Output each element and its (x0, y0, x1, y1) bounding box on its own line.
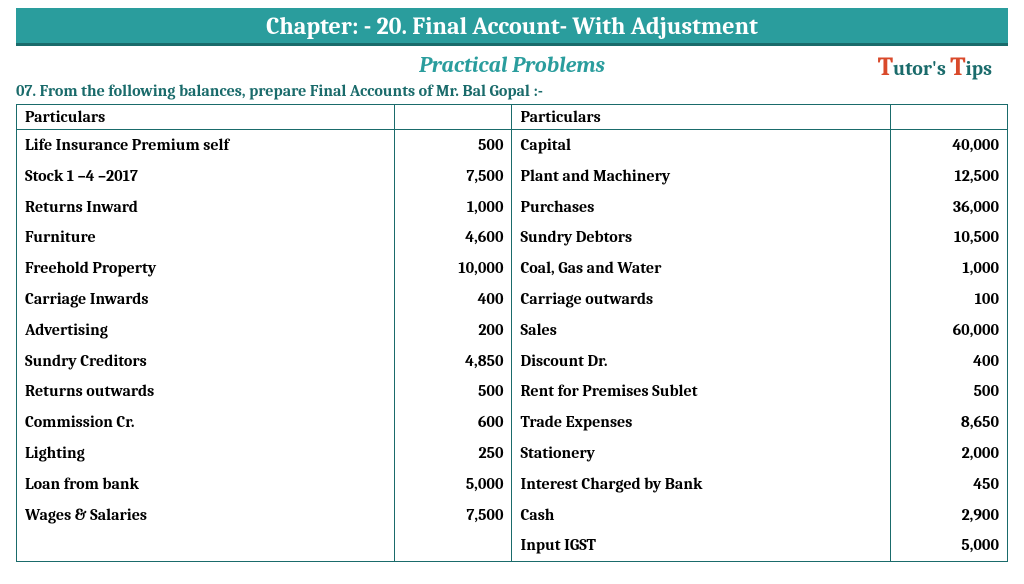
page-subtitle: Practical Problems (419, 52, 605, 78)
cell-left-amount: 250 (395, 438, 512, 469)
table-row: Loan from bank5,000Interest Charged by B… (17, 469, 1008, 500)
cell-right-amount: 8,650 (890, 407, 1007, 438)
chapter-title: Chapter: - 20. Final Account- With Adjus… (266, 12, 758, 40)
cell-left-particulars: Freehold Property (17, 253, 395, 284)
table-row: Wages & Salaries7,500Cash2,900 (17, 500, 1008, 531)
cell-left-amount: 500 (395, 376, 512, 407)
table-row: Furniture4,600Sundry Debtors10,500 (17, 222, 1008, 253)
cell-right-particulars: Discount Dr. (512, 346, 890, 377)
cell-left-particulars: Advertising (17, 315, 395, 346)
cell-right-amount: 12,500 (890, 161, 1007, 192)
cell-right-amount: 60,000 (890, 315, 1007, 346)
logo-text-utors: utor's (893, 57, 950, 80)
cell-right-particulars: Sales (512, 315, 890, 346)
table-row: Returns Inward1,000Purchases36,000 (17, 192, 1008, 223)
table-row: Carriage Inwards400Carriage outwards100 (17, 284, 1008, 315)
table-row: Sundry Creditors4,850Discount Dr.400 (17, 346, 1008, 377)
logo-letter-t2: T (950, 52, 965, 82)
cell-left-amount (395, 530, 512, 561)
cell-left-particulars (17, 530, 395, 561)
cell-left-amount: 500 (395, 130, 512, 161)
cell-left-amount: 7,500 (395, 500, 512, 531)
cell-right-amount: 100 (890, 284, 1007, 315)
cell-right-amount: 10,500 (890, 222, 1007, 253)
cell-left-amount: 10,000 (395, 253, 512, 284)
chapter-banner: Chapter: - 20. Final Account- With Adjus… (16, 8, 1008, 46)
cell-right-amount: 1,000 (890, 253, 1007, 284)
cell-left-particulars: Returns Inward (17, 192, 395, 223)
cell-right-particulars: Stationery (512, 438, 890, 469)
cell-left-particulars: Furniture (17, 222, 395, 253)
cell-left-particulars: Wages & Salaries (17, 500, 395, 531)
subtitle-row: Practical Problems Tutor's Tips (16, 52, 1008, 80)
logo-letter-t1: T (878, 52, 893, 82)
cell-left-particulars: Sundry Creditors (17, 346, 395, 377)
cell-right-amount: 2,000 (890, 438, 1007, 469)
brand-logo: Tutor's Tips (878, 52, 992, 82)
cell-right-particulars: Input IGST (512, 530, 890, 561)
table-row: Life Insurance Premium self500Capital40,… (17, 130, 1008, 161)
cell-left-amount: 4,850 (395, 346, 512, 377)
cell-left-particulars: Stock 1 –4 –2017 (17, 161, 395, 192)
header-left-amount (395, 105, 512, 130)
cell-right-particulars: Coal, Gas and Water (512, 253, 890, 284)
cell-left-particulars: Life Insurance Premium self (17, 130, 395, 161)
cell-right-particulars: Plant and Machinery (512, 161, 890, 192)
table-row: Freehold Property10,000Coal, Gas and Wat… (17, 253, 1008, 284)
cell-left-particulars: Loan from bank (17, 469, 395, 500)
cell-left-amount: 1,000 (395, 192, 512, 223)
cell-left-particulars: Lighting (17, 438, 395, 469)
cell-right-particulars: Sundry Debtors (512, 222, 890, 253)
cell-left-amount: 200 (395, 315, 512, 346)
cell-left-amount: 5,000 (395, 469, 512, 500)
cell-left-particulars: Carriage Inwards (17, 284, 395, 315)
cell-right-amount: 500 (890, 376, 1007, 407)
cell-left-amount: 7,500 (395, 161, 512, 192)
table-row: Advertising200Sales60,000 (17, 315, 1008, 346)
table-row: Returns outwards500Rent for Premises Sub… (17, 376, 1008, 407)
cell-right-amount: 400 (890, 346, 1007, 377)
cell-left-particulars: Commission Cr. (17, 407, 395, 438)
cell-right-particulars: Trade Expenses (512, 407, 890, 438)
cell-right-particulars: Carriage outwards (512, 284, 890, 315)
cell-right-particulars: Cash (512, 500, 890, 531)
cell-left-amount: 600 (395, 407, 512, 438)
table-header-row: Particulars Particulars (17, 105, 1008, 130)
cell-right-amount: 2,900 (890, 500, 1007, 531)
cell-right-particulars: Rent for Premises Sublet (512, 376, 890, 407)
table-row: Input IGST5,000 (17, 530, 1008, 561)
cell-right-amount: 40,000 (890, 130, 1007, 161)
cell-right-particulars: Purchases (512, 192, 890, 223)
header-right-amount (890, 105, 1007, 130)
table-row: Lighting250Stationery2,000 (17, 438, 1008, 469)
cell-right-particulars: Capital (512, 130, 890, 161)
logo-text-ips: ips (966, 57, 993, 80)
cell-right-amount: 36,000 (890, 192, 1007, 223)
table-row: Commission Cr.600Trade Expenses8,650 (17, 407, 1008, 438)
table-row: Stock 1 –4 –20177,500Plant and Machinery… (17, 161, 1008, 192)
header-left-particulars: Particulars (17, 105, 395, 130)
header-right-particulars: Particulars (512, 105, 890, 130)
question-text: 07. From the following balances, prepare… (16, 82, 1008, 100)
cell-right-amount: 5,000 (890, 530, 1007, 561)
cell-right-particulars: Interest Charged by Bank (512, 469, 890, 500)
cell-right-amount: 450 (890, 469, 1007, 500)
cell-left-particulars: Returns outwards (17, 376, 395, 407)
balances-table: Particulars Particulars Life Insurance P… (16, 104, 1008, 562)
cell-left-amount: 400 (395, 284, 512, 315)
table-body: Life Insurance Premium self500Capital40,… (17, 130, 1008, 562)
cell-left-amount: 4,600 (395, 222, 512, 253)
